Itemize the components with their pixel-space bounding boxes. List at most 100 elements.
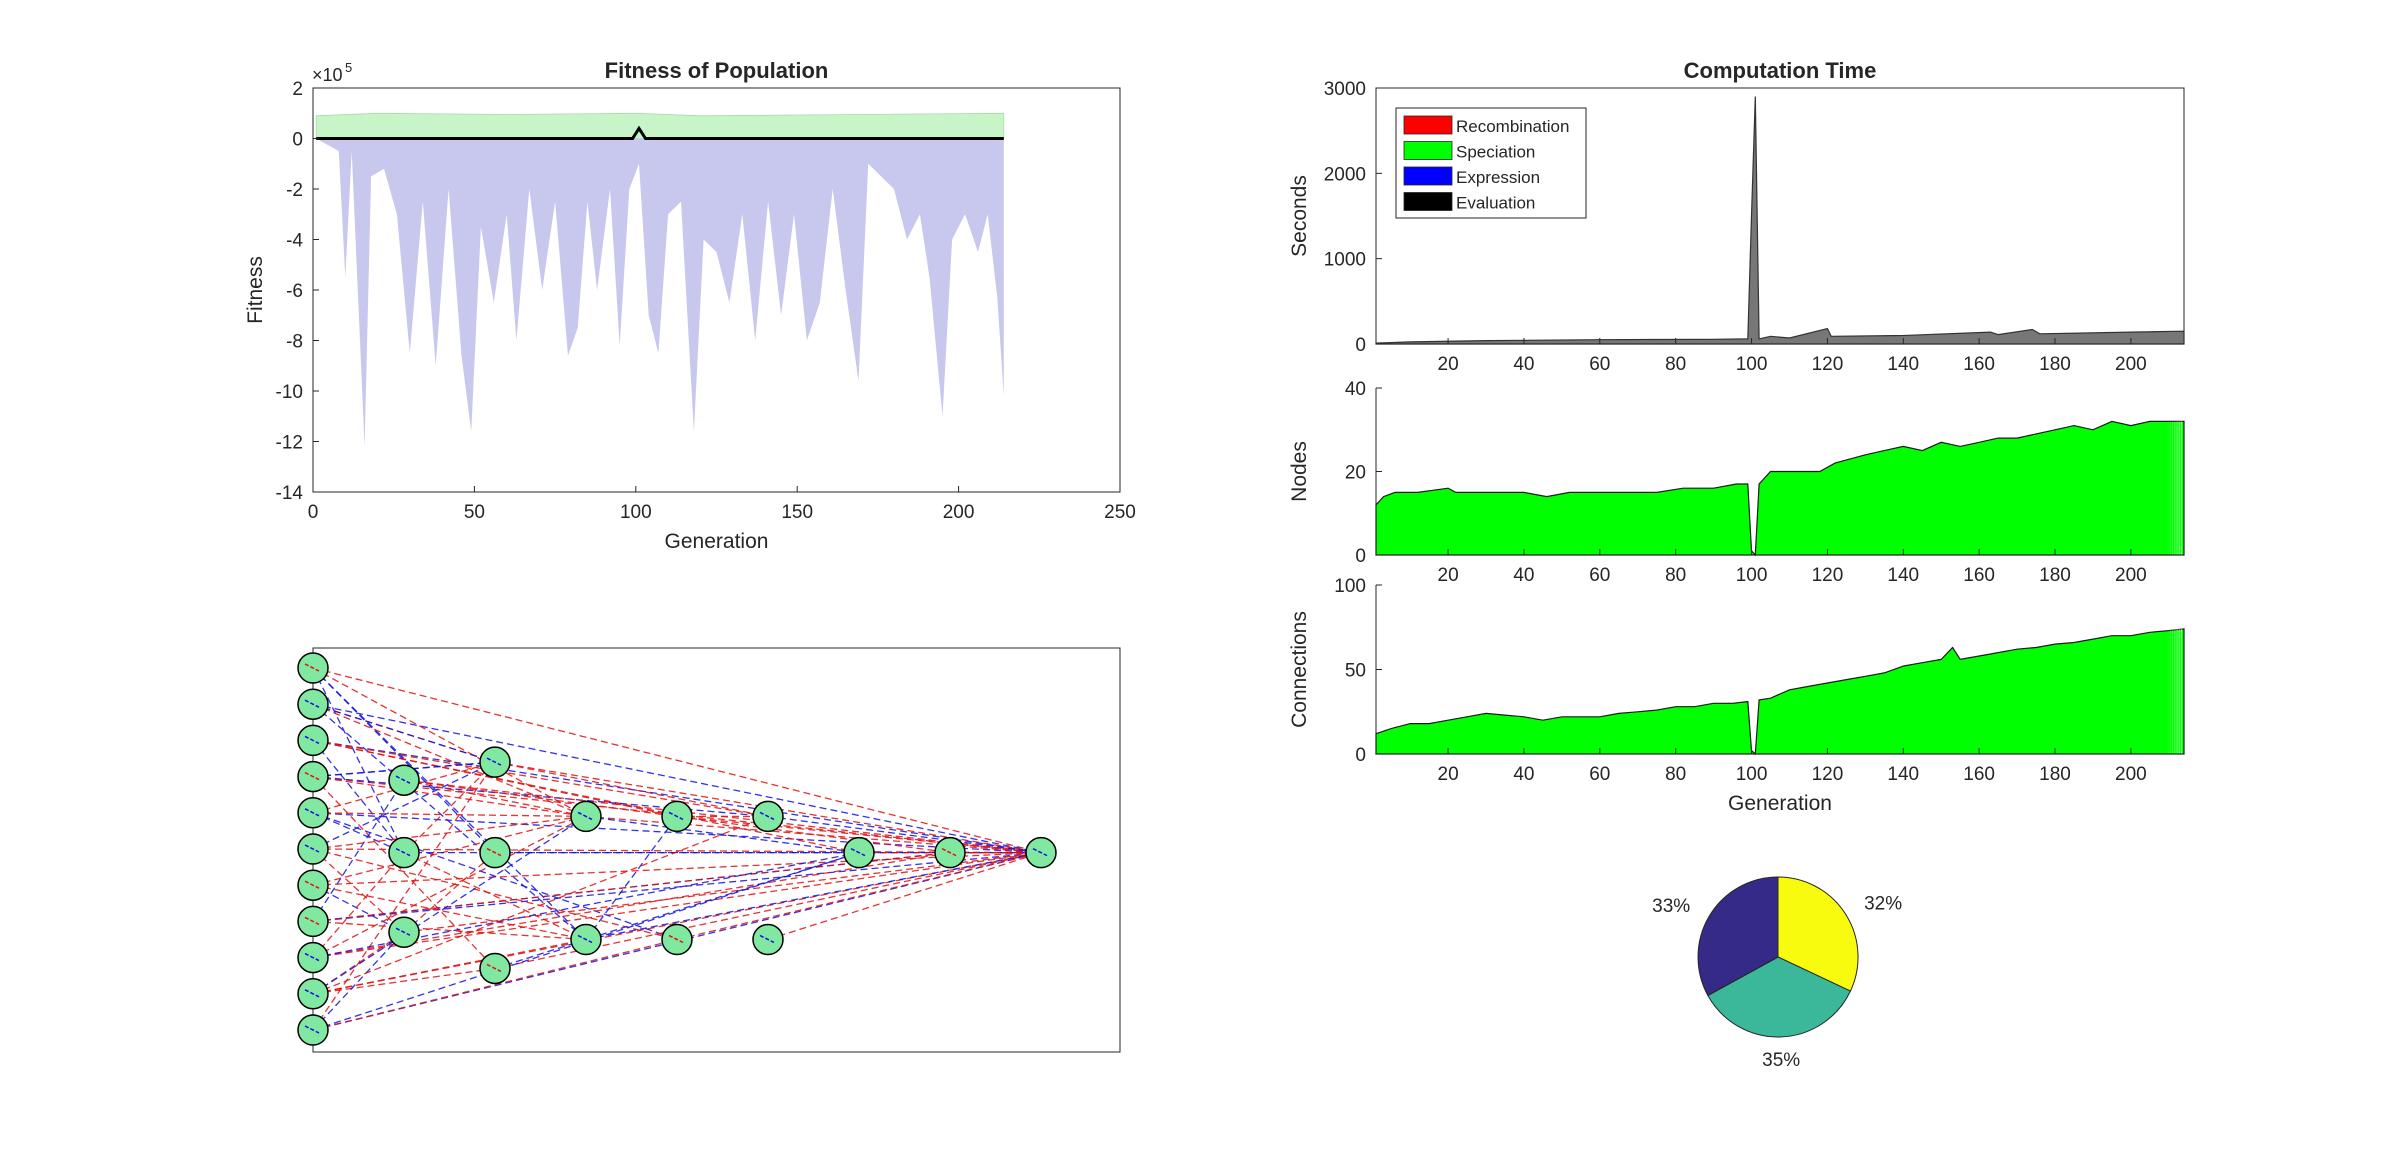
champion-fitness-line	[316, 125, 1004, 140]
x-tick-label: 120	[1812, 565, 1844, 586]
y-tick-label: -6	[286, 281, 303, 302]
x-tick-label: 200	[2115, 565, 2147, 586]
y-tick-label: 0	[292, 130, 303, 151]
connection-edge	[312, 884, 587, 941]
self-connection	[304, 735, 320, 745]
connection-edge	[312, 812, 405, 854]
connection-edge	[312, 667, 1042, 854]
y-tick-label: 2000	[1324, 164, 1366, 185]
y-axis-label: Seconds	[1288, 175, 1311, 257]
pie-slice	[1777, 876, 1859, 992]
x-tick-label: 180	[2039, 565, 2071, 586]
self-connection	[668, 811, 684, 821]
self-connection	[395, 847, 411, 857]
connection-edge	[312, 812, 1042, 854]
x-tick-label: 140	[1887, 354, 1919, 375]
y-tick-label: 0	[1355, 745, 1366, 766]
x-tick-label: 80	[1665, 354, 1686, 375]
self-connection	[395, 775, 411, 784]
self-connection	[577, 811, 593, 821]
legend-label: Evaluation	[1456, 194, 1535, 213]
x-tick-label: 160	[1963, 764, 1995, 785]
time-share-pie: 32% 35% 33%	[1652, 876, 1902, 1071]
x-tick-label: 180	[2039, 354, 2071, 375]
self-connection	[304, 880, 320, 889]
connection-edge	[585, 851, 1042, 941]
connection-edge	[312, 667, 587, 940]
x-tick-label: 180	[2039, 764, 2071, 785]
legend-swatch-expression	[1403, 166, 1453, 186]
self-connection	[304, 989, 320, 998]
self-connection	[304, 771, 320, 781]
network-diagram	[297, 647, 1121, 1053]
self-connection	[304, 952, 320, 962]
x-tick-label: 150	[781, 502, 813, 523]
pie-slice-label: 35%	[1762, 1050, 1800, 1071]
self-connection	[759, 934, 775, 944]
connection-edge	[312, 739, 405, 854]
pie-slice-label: 33%	[1652, 896, 1690, 917]
x-tick-label: 20	[1438, 565, 1459, 586]
x-tick-label: 60	[1589, 764, 1610, 785]
x-tick-label: 100	[1736, 354, 1768, 375]
fitness-chart: 0 50 100 150 200 250 2 0 -2 -4 -6 -8 -10 -12 -14 Fitnes…	[244, 58, 1136, 553]
connection-edge	[767, 852, 1042, 941]
self-connection	[941, 847, 957, 857]
self-connection	[304, 699, 320, 708]
x-tick-label: 250	[1104, 502, 1136, 523]
y-axis-label: Connections	[1288, 611, 1311, 728]
y-tick-label: -2	[286, 180, 303, 201]
connection-edge	[312, 815, 587, 850]
connection-edge	[312, 703, 1042, 854]
connection-edge	[403, 852, 496, 933]
legend-label: Expression	[1456, 168, 1540, 187]
chart-title: Fitness of Population	[605, 58, 829, 83]
x-tick-label: 100	[620, 502, 652, 523]
x-tick-label: 80	[1665, 565, 1686, 586]
connection-edge	[585, 816, 678, 940]
mean-fitness-area	[316, 138, 1004, 447]
connection-edge	[312, 851, 1042, 959]
pie-slice	[1707, 956, 1852, 1038]
y-tick-label: 50	[1345, 661, 1366, 682]
x-tick-label: 50	[464, 502, 485, 523]
connection-edge	[403, 851, 1042, 933]
x-tick-label: 20	[1438, 354, 1459, 375]
y-tick-label: -12	[276, 433, 303, 454]
connection-edge	[312, 851, 951, 923]
self-connection	[486, 757, 502, 766]
y-tick-label: -4	[286, 231, 303, 252]
x-tick-label: 160	[1963, 354, 1995, 375]
connection-edge	[312, 851, 951, 959]
connection-edge	[312, 815, 769, 995]
x-tick-label: 200	[2115, 354, 2147, 375]
x-tick-label: 100	[1736, 764, 1768, 785]
y-axis-label: Nodes	[1288, 441, 1311, 502]
computation-time-chart: 20 40 60 80 100 120 140 160 180 200 3000 2000 1000 0 S…	[1288, 58, 2185, 375]
series-area	[1375, 96, 2185, 345]
x-tick-label: 160	[1963, 565, 1995, 586]
self-connection	[850, 847, 866, 857]
pie-slice-label: 32%	[1864, 893, 1902, 914]
legend-label: Speciation	[1456, 143, 1535, 162]
connection-edge	[767, 815, 1042, 854]
connection-edge	[312, 967, 496, 995]
connection-edge	[312, 920, 587, 941]
connection-edge	[312, 761, 496, 850]
self-connection	[486, 963, 502, 973]
x-tick-label: 200	[2115, 764, 2147, 785]
x-tick-label: 120	[1812, 764, 1844, 785]
connection-edge	[312, 667, 405, 853]
pie-slice	[1697, 876, 1779, 997]
y-tick-label: -14	[276, 483, 304, 504]
x-tick-label: 60	[1589, 354, 1610, 375]
connection-edge	[403, 779, 587, 818]
connection-edge	[312, 848, 678, 941]
x-tick-label: 120	[1812, 354, 1844, 375]
connection-edge	[312, 775, 769, 818]
connection-edge	[312, 667, 587, 817]
connection-edge	[676, 815, 1042, 854]
exponent-label: ×10	[312, 65, 343, 85]
